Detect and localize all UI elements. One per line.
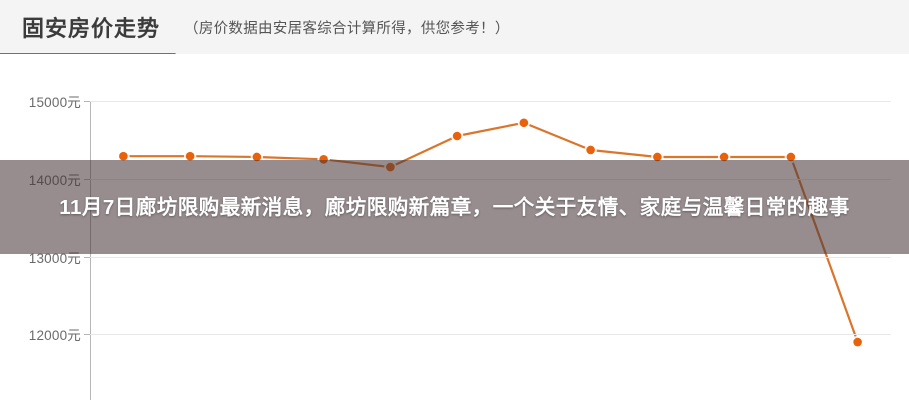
price-line-series bbox=[117, 116, 864, 349]
data-point-marker[interactable] bbox=[117, 150, 130, 163]
data-point-marker[interactable] bbox=[851, 335, 864, 349]
data-point-marker[interactable] bbox=[584, 143, 597, 157]
gridline bbox=[90, 101, 891, 102]
y-axis-tick-label: 12000元 bbox=[28, 328, 81, 344]
gridline bbox=[90, 256, 891, 258]
data-point-marker[interactable] bbox=[450, 129, 464, 143]
article-title-text: 11月7日廊坊限购最新消息，廊坊限购新篇章，一个关于友情、家庭与温馨日常的趣事 bbox=[59, 195, 850, 219]
price-line bbox=[122, 121, 859, 344]
article-title-overlay: 11月7日廊坊限购最新消息，廊坊限购新篇章，一个关于友情、家庭与温馨日常的趣事 bbox=[0, 160, 909, 254]
data-point-marker[interactable] bbox=[183, 150, 197, 163]
header-subtitle: （房价数据由安居客综合计算所得，供您参考！） bbox=[184, 20, 510, 37]
y-axis-tick-mark bbox=[84, 101, 90, 102]
y-axis-tick-mark bbox=[84, 334, 90, 336]
y-axis-tick-label: 15000元 bbox=[28, 95, 81, 110]
widget-header: 固安房价走势 （房价数据由安居客综合计算所得，供您参考！） bbox=[0, 0, 909, 54]
y-axis-tick-mark bbox=[84, 256, 90, 258]
gridline bbox=[90, 334, 891, 336]
data-point-marker[interactable] bbox=[517, 116, 531, 129]
y-axis-tick-label: 13000元 bbox=[28, 250, 81, 266]
page-title: 固安房价走势 bbox=[22, 16, 161, 41]
